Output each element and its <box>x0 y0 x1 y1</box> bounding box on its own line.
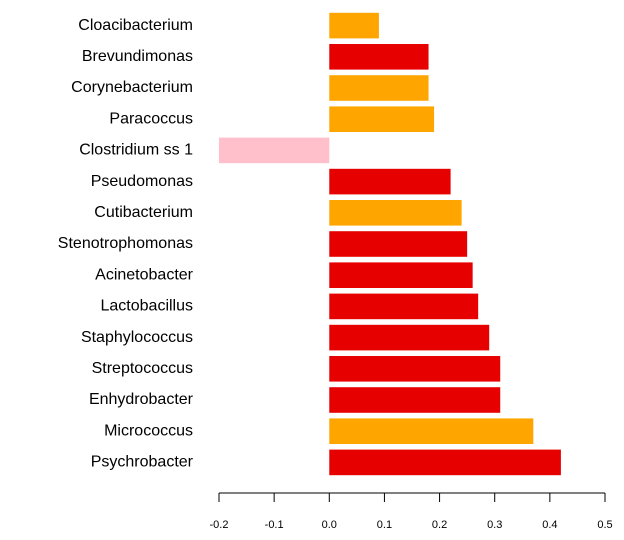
x-tick-label: -0.1 <box>265 519 284 531</box>
y-tick-label: Psychrobacter <box>91 454 194 471</box>
bar <box>329 75 429 101</box>
y-tick-label: Staphylococcus <box>81 329 193 346</box>
bar <box>329 324 490 351</box>
bar <box>329 356 501 382</box>
bar <box>329 293 479 320</box>
y-tick-label: Pseudomonas <box>91 173 193 190</box>
bar <box>329 106 435 132</box>
y-tick-label: Streptococcus <box>92 360 193 377</box>
y-tick-label: Stenotrophomonas <box>58 235 193 252</box>
bar <box>329 44 429 70</box>
y-tick-label: Clostridium ss 1 <box>79 142 193 159</box>
bar <box>329 200 462 226</box>
bar <box>329 418 534 444</box>
x-tick-label: 0.5 <box>597 519 612 531</box>
x-tick-label: 0.0 <box>322 519 337 531</box>
y-tick-label: Acinetobacter <box>95 266 194 283</box>
x-tick-label: 0.1 <box>377 519 392 531</box>
bar <box>329 12 379 39</box>
y-tick-label: Brevundimonas <box>82 48 193 65</box>
x-tick-label: 0.4 <box>542 519 557 531</box>
y-tick-label: Paracoccus <box>109 110 193 127</box>
bar <box>329 387 501 413</box>
y-tick-label: Micrococcus <box>104 422 193 439</box>
bar <box>219 137 330 164</box>
y-tick-label: Lactobacillus <box>101 298 194 315</box>
y-tick-label: Cutibacterium <box>94 204 193 221</box>
x-tick-label: -0.2 <box>210 519 229 531</box>
bar <box>329 449 561 476</box>
x-tick-label: 0.3 <box>487 519 502 531</box>
y-tick-label: Enhydrobacter <box>89 391 194 408</box>
x-tick-label: 0.2 <box>432 519 447 531</box>
y-tick-label: Corynebacterium <box>71 79 193 96</box>
y-tick-label: Cloacibacterium <box>78 17 193 34</box>
bar <box>329 262 473 288</box>
bar <box>329 168 451 195</box>
bar <box>329 231 468 257</box>
